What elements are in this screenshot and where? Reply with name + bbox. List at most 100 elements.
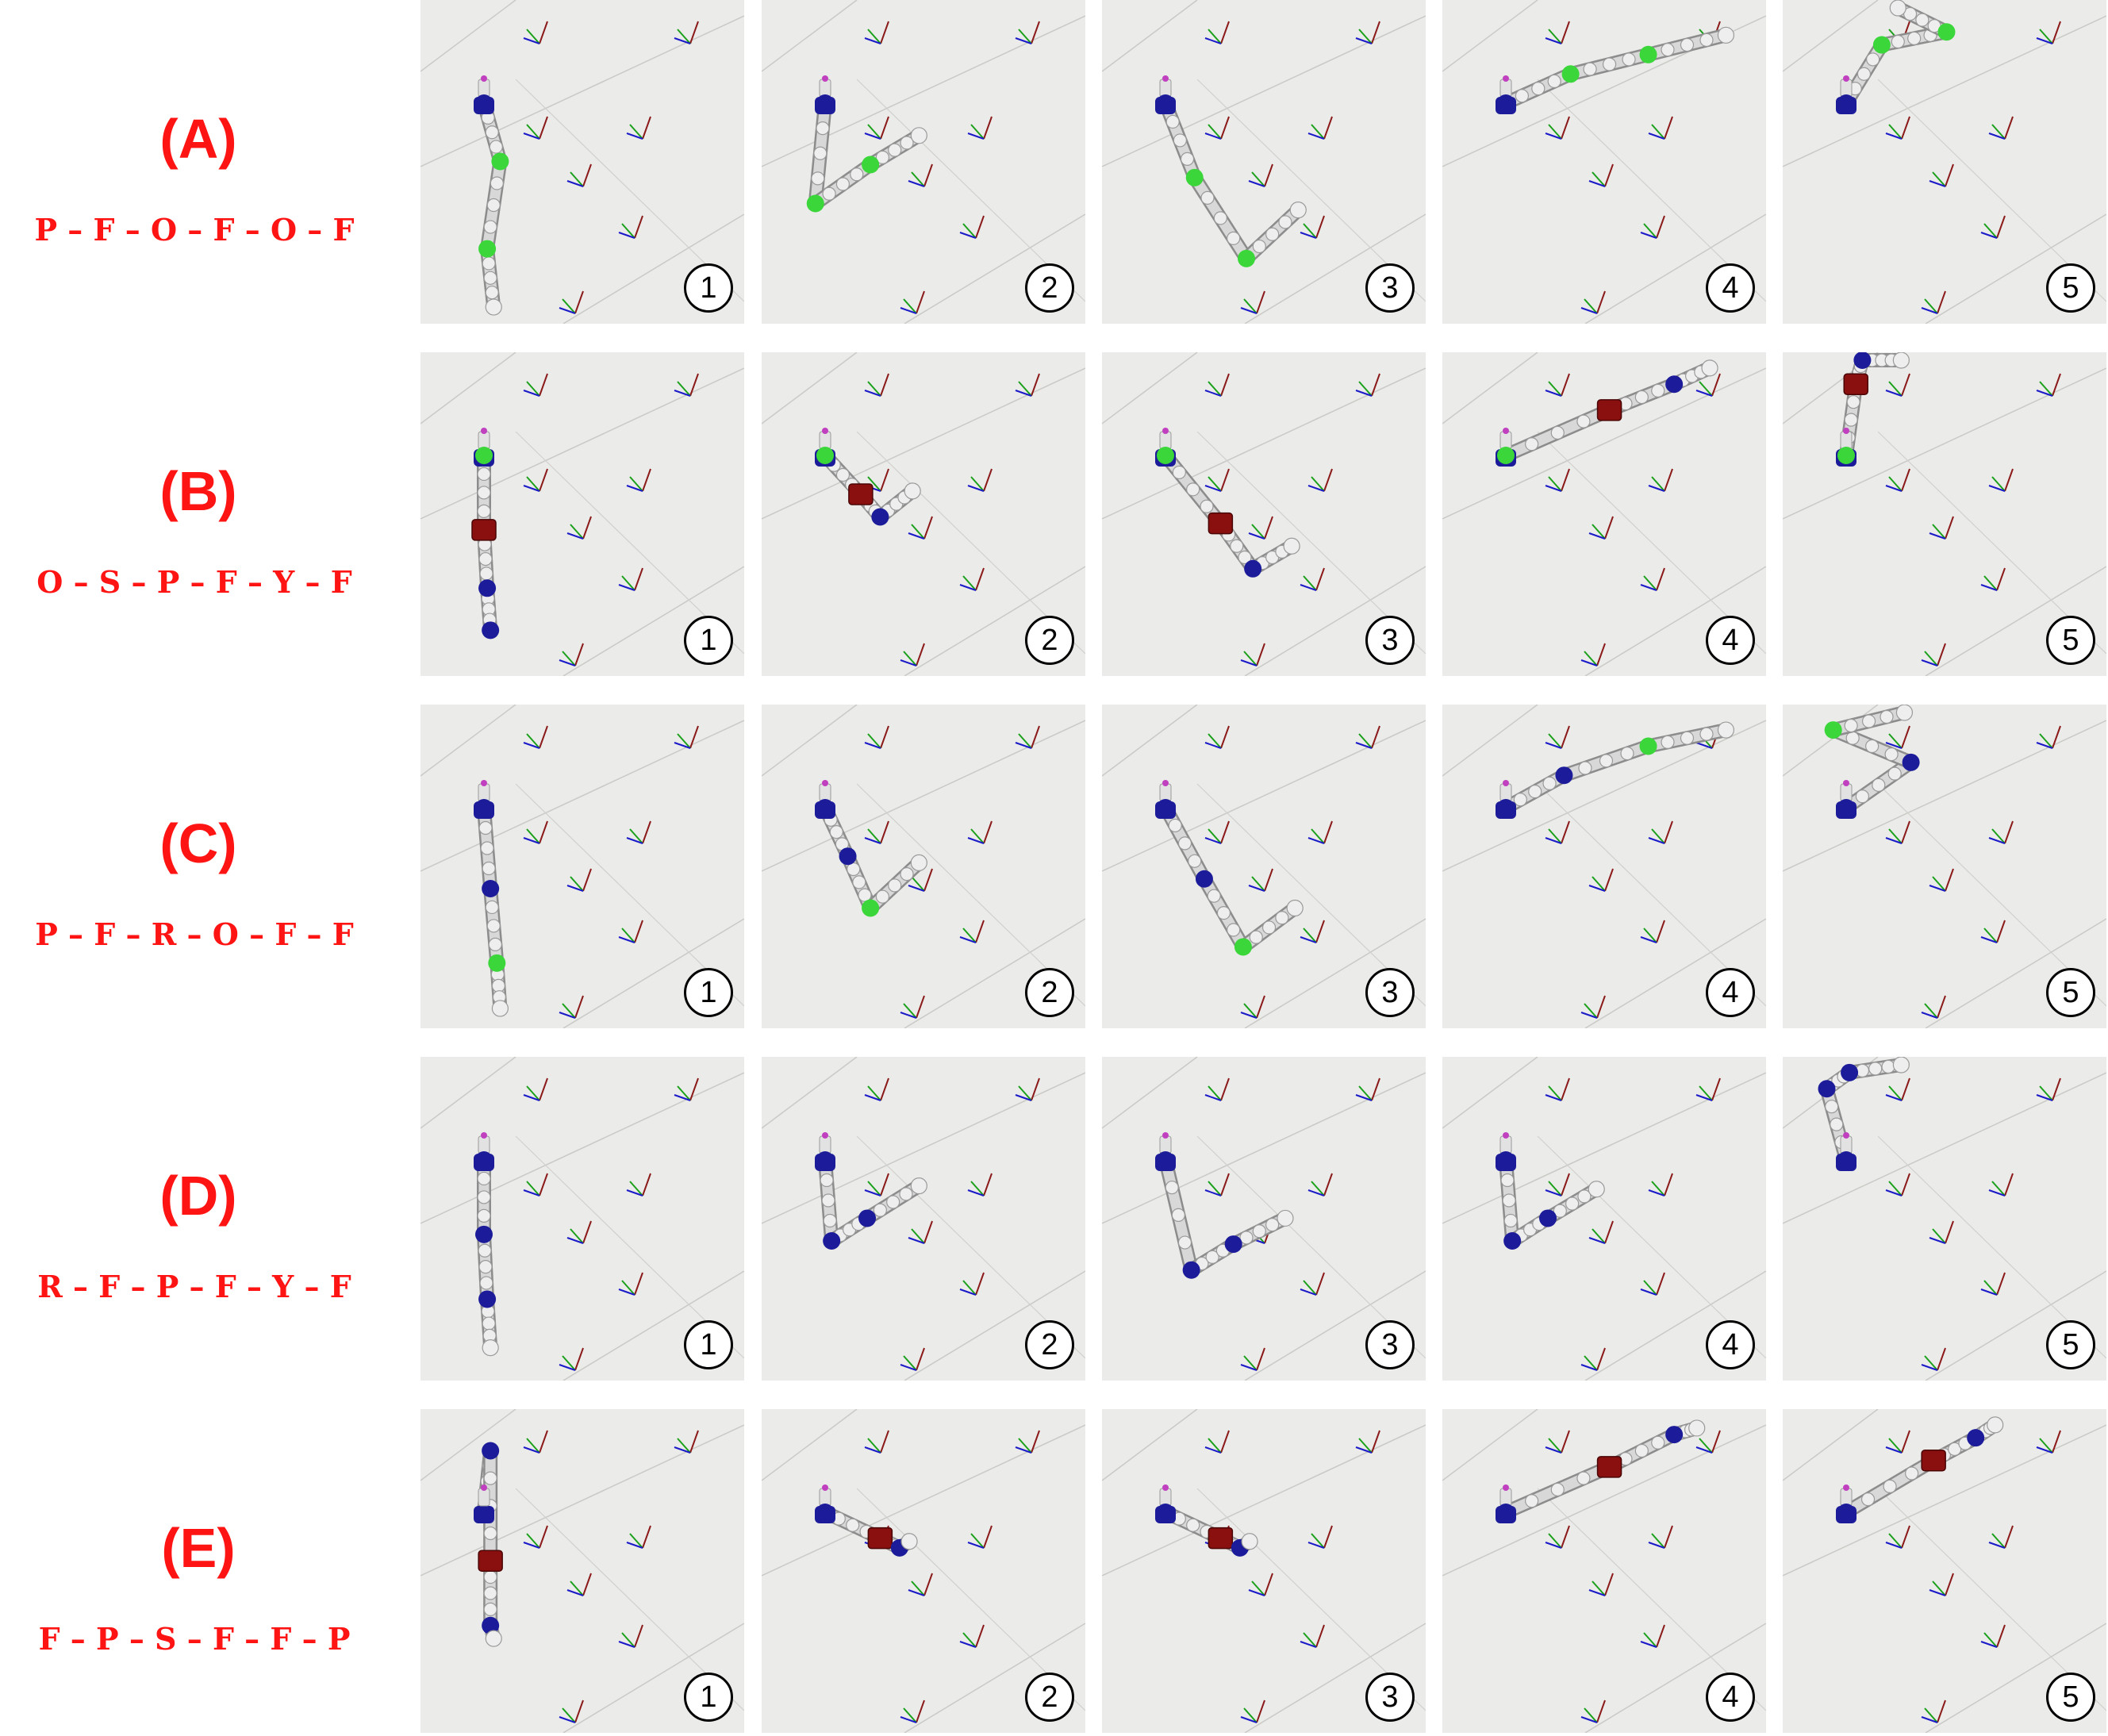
floor-grid-line xyxy=(1102,705,1198,777)
panel-number-badge: 5 xyxy=(2046,968,2095,1017)
robot-joint xyxy=(1525,1494,1539,1508)
axis-triad xyxy=(1988,116,2014,140)
axis-triad xyxy=(1545,468,1570,492)
axis-triad xyxy=(1980,1272,2006,1296)
robot-tip-marker xyxy=(1503,428,1509,434)
module-blue xyxy=(816,94,834,112)
module-green xyxy=(862,899,880,917)
module-blue xyxy=(475,799,493,816)
scene-svg xyxy=(762,0,1085,324)
floor-grid-line xyxy=(420,1424,744,1577)
robot-joint xyxy=(1252,1224,1266,1239)
axis-triad xyxy=(1588,516,1614,540)
robot-joint xyxy=(1844,718,1858,733)
row-sequence: P – F – O – F – O – F xyxy=(34,212,355,248)
axis-triad xyxy=(1640,567,1665,591)
robot-joint xyxy=(483,1586,497,1600)
scene-svg xyxy=(1783,352,2106,676)
robot-base-post xyxy=(819,1488,831,1507)
floor-grid-line xyxy=(1783,1409,1879,1481)
axis-triad xyxy=(1588,1220,1614,1244)
robot-base-post xyxy=(1840,431,1853,450)
robot-tip-marker xyxy=(822,780,828,786)
robot-joint xyxy=(1177,1235,1192,1250)
axis-triad xyxy=(2036,1077,2061,1101)
module-white xyxy=(910,127,927,144)
floor-grid-line xyxy=(1925,1270,2106,1381)
axis-triad xyxy=(959,1272,985,1296)
robot-base xyxy=(474,1506,494,1523)
axis-triad xyxy=(674,1077,699,1101)
floor-grid-line xyxy=(1102,1072,1426,1224)
robot-joint xyxy=(1577,1189,1592,1204)
floor-grid-line xyxy=(1102,1424,1426,1577)
floor-grid-line xyxy=(1584,1270,1766,1381)
floor-grid-line xyxy=(1244,1623,1426,1733)
axis-triad xyxy=(566,1220,592,1244)
robot-base-post xyxy=(1840,1488,1853,1507)
robot-base-post xyxy=(478,783,490,802)
robot-joint xyxy=(811,171,825,186)
axis-triad xyxy=(1988,1525,2014,1549)
module-green xyxy=(1937,23,1956,41)
axis-triad xyxy=(959,1624,985,1648)
robot-tip-marker xyxy=(481,780,487,786)
floor-grid-line xyxy=(1102,1057,1198,1129)
row-letter: (C) xyxy=(159,812,237,874)
axis-triad xyxy=(959,567,985,591)
robot-joint xyxy=(835,177,850,191)
floor-grid-line xyxy=(1783,367,2106,520)
module-white xyxy=(485,1630,502,1647)
robot-joint xyxy=(1872,778,1886,793)
module-white xyxy=(1895,705,1914,721)
axis-triad xyxy=(1580,643,1606,666)
axis-triad xyxy=(1204,725,1230,749)
axis-triad xyxy=(1204,116,1230,140)
robot-joint xyxy=(816,121,830,136)
robot-joint xyxy=(491,978,505,993)
robot-base-post xyxy=(819,783,831,802)
axis-triad xyxy=(1248,1573,1273,1596)
robot-joint xyxy=(888,143,902,157)
panel-number-badge: 5 xyxy=(2046,263,2095,313)
robot-base-post xyxy=(1499,79,1512,98)
robot-joint xyxy=(478,1243,492,1258)
axis-triad xyxy=(1300,567,1325,591)
robot-base-post xyxy=(1499,1488,1512,1507)
axis-triad xyxy=(1204,1173,1230,1196)
axis-triad xyxy=(566,163,592,187)
robot-tip-marker xyxy=(1843,1132,1849,1139)
floor-grid-line xyxy=(762,0,858,72)
robot-tip-marker xyxy=(1843,1484,1849,1491)
axis-triad xyxy=(1015,1077,1040,1101)
scene-svg xyxy=(1783,0,2106,324)
robot-joint xyxy=(1866,52,1880,67)
axis-triad xyxy=(1355,1430,1380,1454)
axis-triad xyxy=(864,373,889,397)
axis-triad xyxy=(1695,1430,1721,1454)
axis-triad xyxy=(523,725,548,749)
floor-grid-line xyxy=(1442,705,1538,777)
module-blue xyxy=(475,94,493,112)
floor-grid-line xyxy=(1783,1424,2106,1577)
axis-triad xyxy=(1648,1173,1673,1196)
robot-joint xyxy=(1905,1466,1919,1481)
module-blue xyxy=(1244,559,1262,578)
module-red xyxy=(1208,1527,1234,1550)
module-white xyxy=(482,1339,499,1357)
robot-joint xyxy=(1207,889,1221,903)
axis-triad xyxy=(1307,116,1333,140)
row-letter: (A) xyxy=(159,108,237,170)
scene-svg xyxy=(1102,705,1426,1028)
module-green xyxy=(1185,168,1204,186)
axis-triad xyxy=(1240,290,1265,314)
axis-triad xyxy=(1648,820,1673,844)
axis-triad xyxy=(1885,725,1910,749)
floor-grid-line xyxy=(1584,918,1766,1028)
robot-joint xyxy=(483,1602,497,1616)
module-green xyxy=(478,240,497,258)
module-red xyxy=(471,519,497,541)
robot-joint xyxy=(479,1276,493,1290)
panel-number-badge: 3 xyxy=(1365,1320,1415,1369)
module-green xyxy=(1639,45,1657,63)
